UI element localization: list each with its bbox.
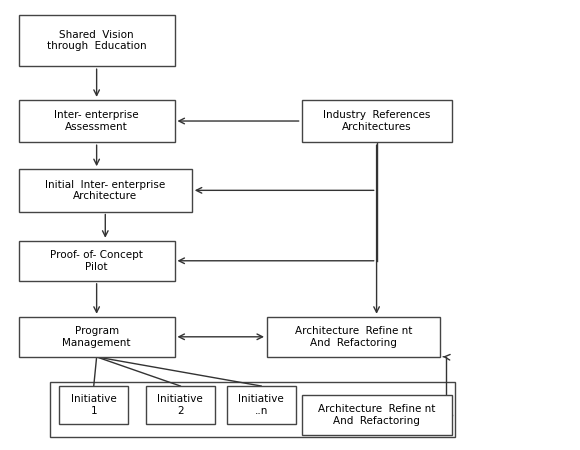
Text: Initiative
..n: Initiative ..n bbox=[238, 394, 284, 416]
FancyBboxPatch shape bbox=[227, 386, 296, 424]
FancyBboxPatch shape bbox=[19, 100, 175, 142]
Text: Proof- of- Concept
Pilot: Proof- of- Concept Pilot bbox=[50, 250, 143, 272]
FancyBboxPatch shape bbox=[302, 395, 452, 435]
Text: Architecture  Refine nt
And  Refactoring: Architecture Refine nt And Refactoring bbox=[295, 326, 412, 347]
Text: Architecture  Refine nt
And  Refactoring: Architecture Refine nt And Refactoring bbox=[318, 404, 435, 426]
Text: Initiative
1: Initiative 1 bbox=[71, 394, 117, 416]
FancyBboxPatch shape bbox=[146, 386, 215, 424]
Text: Initial  Inter- enterprise
Architecture: Initial Inter- enterprise Architecture bbox=[45, 180, 165, 201]
FancyBboxPatch shape bbox=[19, 317, 175, 357]
FancyBboxPatch shape bbox=[19, 169, 192, 211]
Text: Shared  Vision
through  Education: Shared Vision through Education bbox=[47, 30, 146, 51]
FancyBboxPatch shape bbox=[59, 386, 128, 424]
Text: Program
Management: Program Management bbox=[63, 326, 131, 347]
FancyBboxPatch shape bbox=[19, 15, 175, 66]
Text: Industry  References
Architectures: Industry References Architectures bbox=[323, 110, 430, 132]
Text: Inter- enterprise
Assessment: Inter- enterprise Assessment bbox=[55, 110, 139, 132]
FancyBboxPatch shape bbox=[19, 241, 175, 281]
Text: Initiative
2: Initiative 2 bbox=[157, 394, 203, 416]
FancyBboxPatch shape bbox=[302, 100, 452, 142]
FancyBboxPatch shape bbox=[267, 317, 440, 357]
